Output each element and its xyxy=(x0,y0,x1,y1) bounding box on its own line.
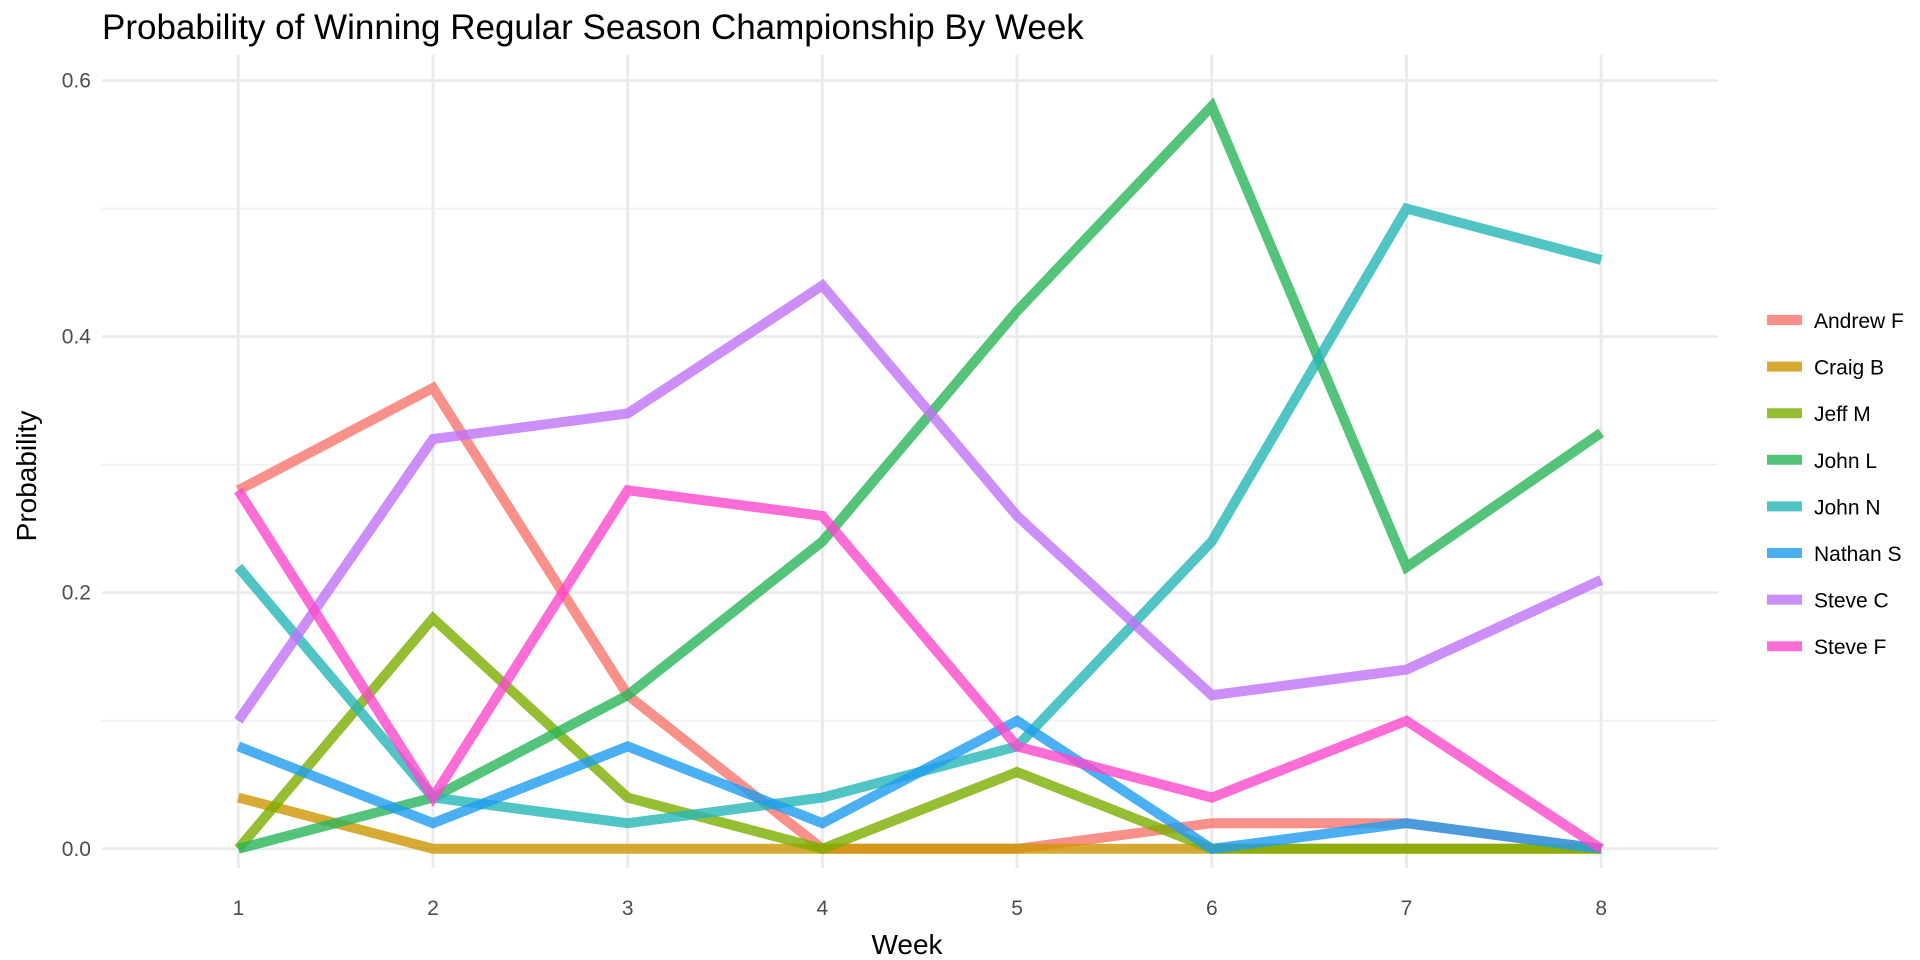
legend-label: John N xyxy=(1814,496,1881,519)
legend-label: Steve F xyxy=(1814,636,1886,659)
legend-label: John L xyxy=(1814,450,1877,473)
y-tick-label: 0.4 xyxy=(62,326,92,349)
legend-label: Andrew F xyxy=(1814,310,1904,333)
y-tick-label: 0.6 xyxy=(62,70,91,93)
series-line-john-l xyxy=(237,97,1605,854)
series-line-john-n xyxy=(234,202,1603,829)
y-axis-title: Probability xyxy=(11,411,42,542)
x-tick-label: 8 xyxy=(1595,897,1607,920)
x-tick-label: 7 xyxy=(1401,897,1413,920)
legend: Andrew F Craig B Jeff M John L John N Nathan … xyxy=(1767,310,1904,659)
series-line-steve-c xyxy=(234,278,1604,724)
series-line-nathan-s xyxy=(236,715,1602,854)
legend-label: Craig B xyxy=(1814,357,1884,380)
legend-label: Nathan S xyxy=(1814,543,1902,566)
legend-label: Steve C xyxy=(1814,590,1889,613)
legend-label: Jeff M xyxy=(1814,403,1871,426)
y-axis-ticks: 0.0 0.2 0.4 0.6 xyxy=(62,70,92,861)
series-line-jeff-m xyxy=(234,611,1602,855)
series-lines xyxy=(234,97,1605,855)
x-tick-label: 2 xyxy=(427,897,439,920)
x-tick-label: 3 xyxy=(622,897,634,920)
x-axis-title: Week xyxy=(871,929,943,960)
grid-lines xyxy=(102,55,1718,868)
x-tick-label: 1 xyxy=(232,897,244,920)
chart-title: Probability of Winning Regular Season Ch… xyxy=(102,8,1084,47)
x-tick-label: 4 xyxy=(817,897,829,920)
x-tick-label: 5 xyxy=(1011,897,1023,920)
y-tick-label: 0.2 xyxy=(62,582,91,605)
x-axis-ticks: 1 2 3 4 5 6 7 8 xyxy=(232,897,1607,920)
x-tick-label: 6 xyxy=(1206,897,1218,920)
series-line-steve-f xyxy=(234,484,1604,853)
y-tick-label: 0.0 xyxy=(62,838,91,861)
